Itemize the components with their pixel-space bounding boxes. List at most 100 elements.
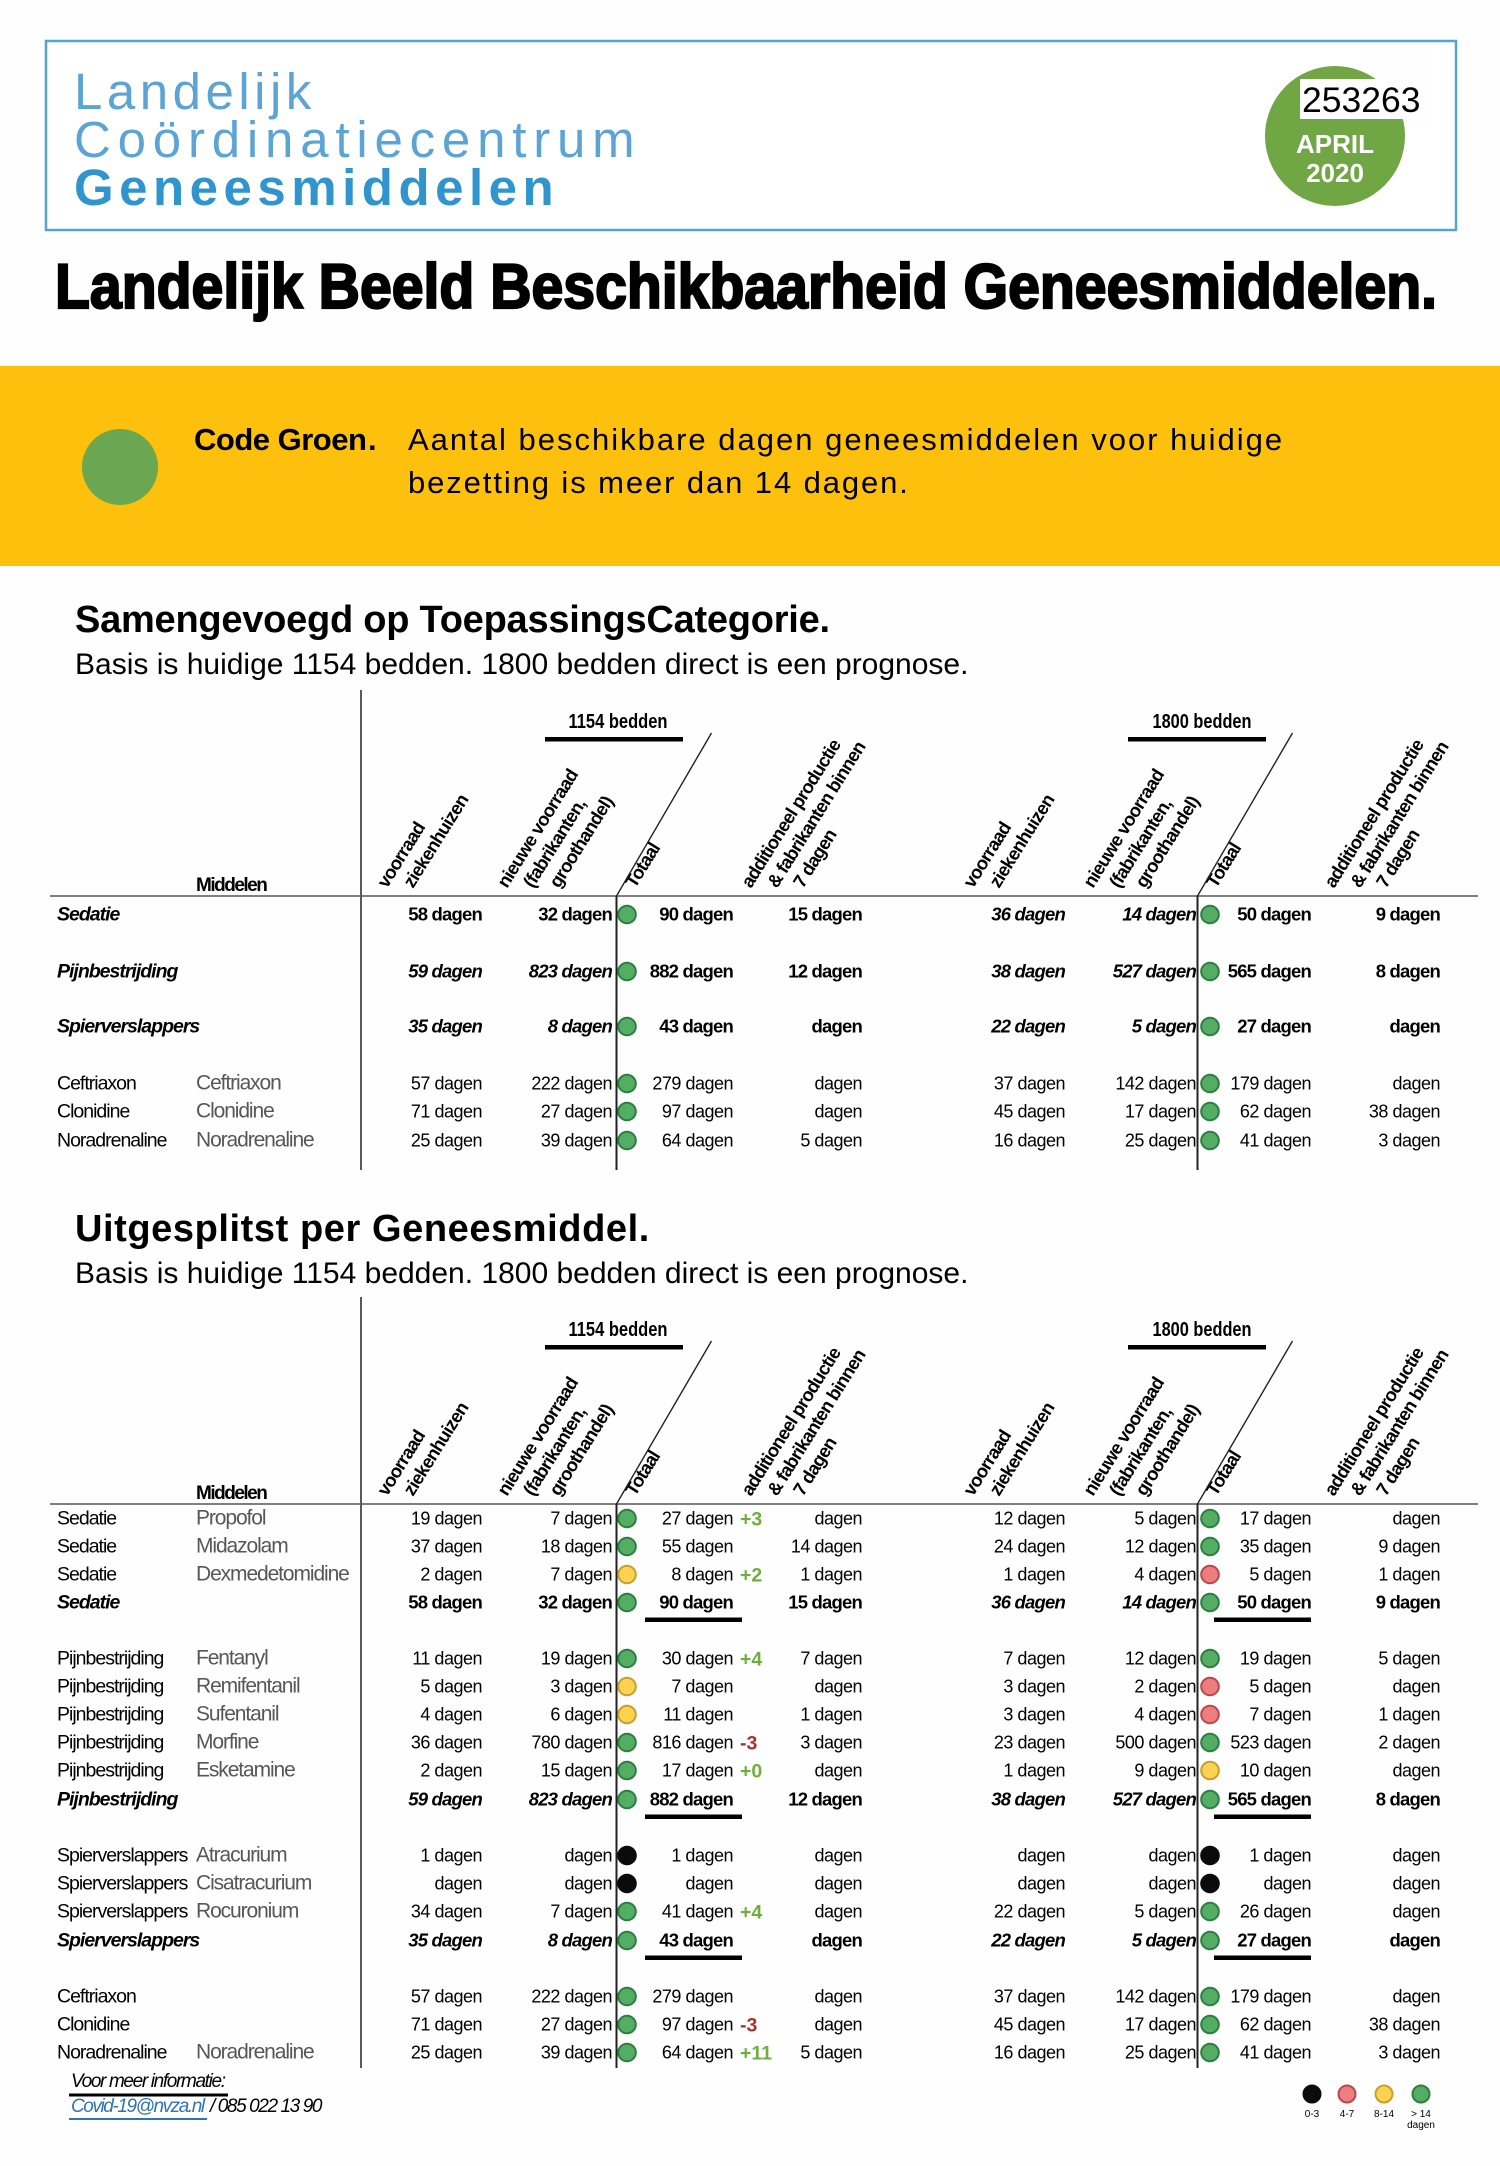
svg-text:12 dagen: 12 dagen	[788, 1789, 862, 1810]
svg-text:dagen: dagen	[1392, 1902, 1440, 1922]
svg-text:179 dagen: 179 dagen	[1230, 1987, 1311, 2007]
svg-text:279 dagen: 279 dagen	[652, 1987, 733, 2007]
svg-text:5 dagen: 5 dagen	[420, 1677, 482, 1697]
svg-text:dagen: dagen	[1148, 1846, 1196, 1866]
svg-text:11 dagen: 11 dagen	[663, 1705, 733, 1725]
svg-text:3 dagen: 3 dagen	[1378, 1131, 1440, 1151]
svg-text:Covid-19@nvza.nl: Covid-19@nvza.nl	[71, 2096, 206, 2117]
svg-text:dagen: dagen	[814, 1987, 862, 2007]
svg-text:+4: +4	[740, 1649, 762, 1671]
svg-text:Ceftriaxon: Ceftriaxon	[196, 1072, 281, 1095]
svg-text:8 dagen: 8 dagen	[548, 1016, 613, 1037]
svg-text:222 dagen: 222 dagen	[531, 1074, 612, 1094]
svg-text:Pijnbestrijding: Pijnbestrijding	[57, 1760, 164, 1782]
svg-text:Ceftriaxon: Ceftriaxon	[57, 1073, 136, 1095]
svg-text:27 dagen: 27 dagen	[1237, 1016, 1311, 1037]
svg-text:Clonidine: Clonidine	[57, 2014, 129, 2036]
svg-text:dagen: dagen	[814, 1902, 862, 1922]
svg-text:5 dagen: 5 dagen	[1378, 1649, 1440, 1669]
svg-text:527 dagen: 527 dagen	[1113, 1789, 1197, 1810]
svg-text:14 dagen: 14 dagen	[1122, 904, 1196, 925]
svg-text:2 dagen: 2 dagen	[1378, 1733, 1440, 1753]
svg-text:1800 bedden: 1800 bedden	[1153, 1318, 1252, 1341]
svg-text:dagen: dagen	[814, 1074, 862, 1094]
svg-text:11 dagen: 11 dagen	[412, 1649, 482, 1669]
svg-text:dagen: dagen	[685, 1874, 733, 1894]
svg-text:Pijnbestrijding: Pijnbestrijding	[57, 961, 179, 983]
svg-text:5 dagen: 5 dagen	[1132, 1016, 1197, 1037]
svg-text:+2: +2	[740, 1565, 762, 1587]
svg-text:dagen: dagen	[814, 1761, 862, 1781]
svg-text:-3: -3	[740, 1733, 757, 1755]
svg-text:dagen: dagen	[814, 1874, 862, 1894]
svg-text:19 dagen: 19 dagen	[1240, 1649, 1311, 1669]
svg-text:64 dagen: 64 dagen	[662, 1131, 733, 1151]
svg-text:Spierverslappers: Spierverslappers	[57, 1930, 200, 1952]
svg-text:16 dagen: 16 dagen	[994, 2043, 1065, 2063]
svg-text:27 dagen: 27 dagen	[541, 1102, 612, 1122]
svg-text:27 dagen: 27 dagen	[541, 2015, 612, 2035]
svg-text:+11: +11	[740, 2043, 772, 2065]
svg-text:1 dagen: 1 dagen	[1003, 1761, 1065, 1781]
svg-text:527 dagen: 527 dagen	[1113, 961, 1197, 982]
svg-text:Middelen: Middelen	[196, 875, 267, 896]
svg-text:22 dagen: 22 dagen	[994, 1902, 1065, 1922]
svg-text:Samengevoegd op ToepassingsCat: Samengevoegd op ToepassingsCategorie.	[75, 599, 830, 641]
svg-text:Pijnbestrijding: Pijnbestrijding	[57, 1676, 164, 1698]
svg-text:34 dagen: 34 dagen	[411, 1902, 482, 1922]
svg-text:823 dagen: 823 dagen	[529, 1789, 613, 1810]
svg-text:Midazolam: Midazolam	[196, 1535, 288, 1558]
svg-text:97 dagen: 97 dagen	[662, 2015, 733, 2035]
svg-text:12 dagen: 12 dagen	[994, 1509, 1065, 1529]
svg-text:dagen: dagen	[1392, 1987, 1440, 2007]
svg-text:8-14: 8-14	[1374, 2109, 1394, 2120]
svg-text:/ 085 022 13 90: / 085 022 13 90	[208, 2096, 323, 2117]
svg-text:dagen: dagen	[814, 1102, 862, 1122]
svg-text:1 dagen: 1 dagen	[1249, 1846, 1311, 1866]
svg-text:5 dagen: 5 dagen	[1134, 1509, 1196, 1529]
svg-text:12 dagen: 12 dagen	[1125, 1537, 1196, 1557]
svg-text:18 dagen: 18 dagen	[541, 1537, 612, 1557]
svg-text:Noradrenaline: Noradrenaline	[196, 2041, 314, 2064]
svg-text:Morfine: Morfine	[196, 1731, 259, 1754]
svg-text:dagen: dagen	[1392, 1509, 1440, 1529]
svg-text:39 dagen: 39 dagen	[541, 1131, 612, 1151]
svg-text:Sedatie: Sedatie	[57, 1536, 116, 1558]
svg-text:71 dagen: 71 dagen	[411, 1102, 482, 1122]
svg-text:780 dagen: 780 dagen	[531, 1733, 612, 1753]
svg-text:37 dagen: 37 dagen	[994, 1074, 1065, 1094]
svg-text:dagen: dagen	[564, 1846, 612, 1866]
svg-text:38 dagen: 38 dagen	[1369, 2015, 1440, 2035]
svg-text:dagen: dagen	[1392, 1874, 1440, 1894]
svg-text:23 dagen: 23 dagen	[994, 1733, 1065, 1753]
svg-text:APRIL: APRIL	[1296, 129, 1374, 159]
svg-text:45 dagen: 45 dagen	[994, 2015, 1065, 2035]
svg-text:dagen: dagen	[1390, 1016, 1441, 1037]
svg-text:12 dagen: 12 dagen	[788, 961, 862, 982]
svg-text:25 dagen: 25 dagen	[1125, 1131, 1196, 1151]
svg-text:12 dagen: 12 dagen	[1125, 1649, 1196, 1669]
svg-text:Noradrenaline: Noradrenaline	[57, 1130, 167, 1152]
svg-text:9 dagen: 9 dagen	[1376, 904, 1441, 925]
svg-text:5 dagen: 5 dagen	[1249, 1565, 1311, 1585]
svg-text:Middelen: Middelen	[196, 1483, 267, 1504]
svg-text:38 dagen: 38 dagen	[991, 1789, 1065, 1810]
svg-text:Basis is huidige 1154 bedden.: Basis is huidige 1154 bedden. 1800 bedde…	[75, 648, 968, 681]
svg-text:35 dagen: 35 dagen	[408, 1016, 482, 1037]
svg-text:142 dagen: 142 dagen	[1115, 1987, 1196, 2007]
svg-text:59 dagen: 59 dagen	[408, 1789, 482, 1810]
svg-text:Rocuronium: Rocuronium	[196, 1900, 299, 1923]
svg-text:500 dagen: 500 dagen	[1115, 1733, 1196, 1753]
svg-text:dagen: dagen	[1392, 1677, 1440, 1697]
svg-text:8 dagen: 8 dagen	[671, 1565, 733, 1585]
svg-text:62 dagen: 62 dagen	[1240, 1102, 1311, 1122]
svg-text:1 dagen: 1 dagen	[1003, 1565, 1065, 1585]
svg-text:3 dagen: 3 dagen	[800, 1733, 862, 1753]
svg-text:14 dagen: 14 dagen	[791, 1537, 862, 1557]
svg-text:dagen: dagen	[1017, 1846, 1065, 1866]
svg-text:15 dagen: 15 dagen	[788, 1592, 862, 1613]
svg-text:32 dagen: 32 dagen	[538, 1592, 612, 1613]
svg-text:Landelijk: Landelijk	[74, 63, 316, 120]
svg-text:Spierverslappers: Spierverslappers	[57, 1901, 189, 1923]
svg-text:> 14: > 14	[1411, 2109, 1431, 2120]
